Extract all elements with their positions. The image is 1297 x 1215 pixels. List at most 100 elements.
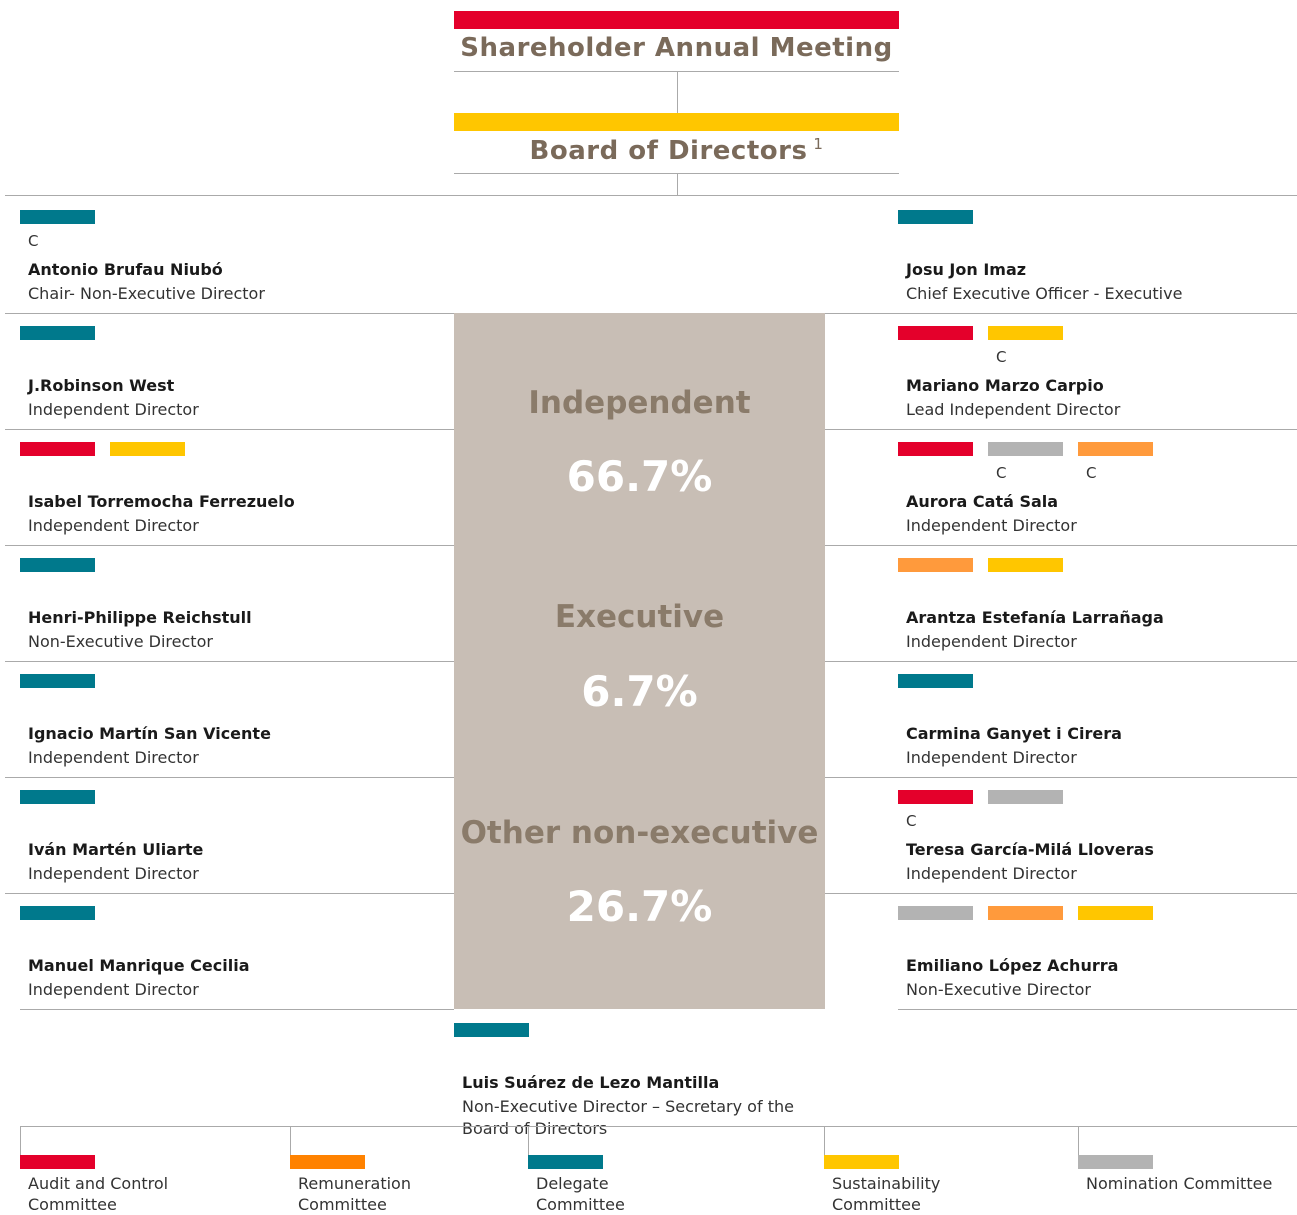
board-title: Board of Directors 1: [454, 135, 899, 166]
row-rule: [5, 313, 454, 314]
board-title-text: Board of Directors: [529, 136, 808, 166]
committee-bar: [20, 442, 95, 456]
director-name: Emiliano López Achurra: [906, 956, 1119, 975]
committee-bar: [898, 210, 973, 224]
committee-bar: [988, 442, 1063, 456]
director-role: Chair- Non-Executive Director: [28, 284, 265, 303]
legend-swatch: [290, 1155, 365, 1169]
legend-label: Nomination Committee: [1086, 1174, 1273, 1193]
composition-share: 66.7%: [566, 452, 713, 501]
director-role: Independent Director: [28, 980, 199, 999]
director-role: Independent Director: [906, 632, 1077, 651]
committee-bar: [988, 906, 1063, 920]
row-rule: [825, 313, 1297, 314]
legend-divider: [528, 1126, 529, 1156]
director-name: Teresa García-Milá Lloveras: [906, 840, 1154, 859]
row-rule: [825, 545, 1297, 546]
director-role: Non-Executive Director: [906, 980, 1091, 999]
committee-bar: [20, 210, 95, 224]
director-role: Independent Director: [28, 516, 199, 535]
chair-mark: C: [996, 464, 1007, 482]
legend-divider: [1078, 1126, 1079, 1156]
legend-swatch: [1078, 1155, 1153, 1169]
director-name: Josu Jon Imaz: [906, 260, 1027, 279]
director-role: Independent Director: [906, 748, 1077, 767]
committee-bar: [898, 674, 973, 688]
committee-bar: [1078, 906, 1153, 920]
committee-bar: [454, 1023, 529, 1037]
committee-bar: [20, 790, 95, 804]
row-rule: [20, 1009, 454, 1010]
director-name: J.Robinson West: [28, 376, 175, 395]
row-rule: [825, 661, 1297, 662]
director-name: Isabel Torremocha Ferrezuelo: [28, 492, 295, 511]
legend-label: Delegate Committee: [536, 1174, 625, 1214]
director-role: Independent Director: [28, 864, 199, 883]
chair-mark: C: [1086, 464, 1097, 482]
director-role: Independent Director: [28, 400, 199, 419]
director-name: Aurora Catá Sala: [906, 492, 1059, 511]
chair-mark: C: [906, 812, 917, 830]
committee-bar: [988, 790, 1063, 804]
committee-bar: [20, 674, 95, 688]
board-bar: [454, 113, 899, 131]
director-role: Independent Director: [28, 748, 199, 767]
director-name: Arantza Estefanía Larrañaga: [906, 608, 1164, 627]
rule: [454, 173, 899, 174]
committee-bar: [20, 558, 95, 572]
director-role: Non-Executive Director – Secretary of th…: [462, 1097, 794, 1138]
legend-swatch: [528, 1155, 603, 1169]
director-role: Non-Executive Director: [28, 632, 213, 651]
committee-bar: [20, 906, 95, 920]
legend-divider: [290, 1126, 291, 1156]
committee-bar: [898, 790, 973, 804]
connector: [677, 173, 678, 196]
row-rule: [5, 545, 454, 546]
row-rule: [825, 893, 1297, 894]
legend-label: Audit and Control Committee: [28, 1174, 169, 1214]
meeting-bar: [454, 11, 899, 29]
director-role: Independent Director: [906, 516, 1077, 535]
legend-label: Sustainability Committee: [832, 1174, 941, 1214]
director-name: Carmina Ganyet i Cirera: [906, 724, 1122, 743]
legend-label: Remuneration Committee: [298, 1174, 411, 1214]
composition-label: Independent: [528, 385, 751, 421]
rule: [454, 71, 899, 72]
committee-bar: [898, 558, 973, 572]
legend-divider: [20, 1126, 21, 1156]
director-name: Mariano Marzo Carpio: [906, 376, 1104, 395]
chair-mark: C: [28, 232, 39, 250]
committee-bar: [898, 906, 973, 920]
composition-box: [454, 313, 825, 1009]
director-role: Chief Executive Officer - Executive: [906, 284, 1183, 303]
composition-label: Other non-executive: [460, 815, 819, 851]
committee-bar: [988, 326, 1063, 340]
row-rule: [825, 777, 1297, 778]
director-role: Independent Director: [906, 864, 1077, 883]
rule: [5, 195, 1297, 196]
meeting-title: Shareholder Annual Meeting: [460, 33, 893, 63]
row-rule: [5, 777, 454, 778]
row-rule: [5, 661, 454, 662]
connector: [677, 71, 678, 113]
director-name: Iván Martén Uliarte: [28, 840, 204, 859]
director-name: Antonio Brufau Niubó: [28, 260, 223, 279]
row-rule: [825, 429, 1297, 430]
committee-bar: [20, 326, 95, 340]
legend-swatch: [20, 1155, 95, 1169]
committee-bar: [898, 442, 973, 456]
director-name: Henri-Philippe Reichstull: [28, 608, 252, 627]
row-rule: [898, 1009, 1297, 1010]
composition-label: Executive: [554, 599, 725, 635]
row-rule: [5, 893, 454, 894]
director-name: Manuel Manrique Cecilia: [28, 956, 250, 975]
director-name: Ignacio Martín San Vicente: [28, 724, 271, 743]
legend-rule: [20, 1126, 1297, 1127]
composition-share: 26.7%: [566, 882, 713, 931]
legend-divider: [824, 1126, 825, 1156]
committee-bar: [988, 558, 1063, 572]
row-rule: [5, 429, 454, 430]
chair-mark: C: [996, 348, 1007, 366]
director-name: Luis Suárez de Lezo Mantilla: [462, 1073, 720, 1092]
